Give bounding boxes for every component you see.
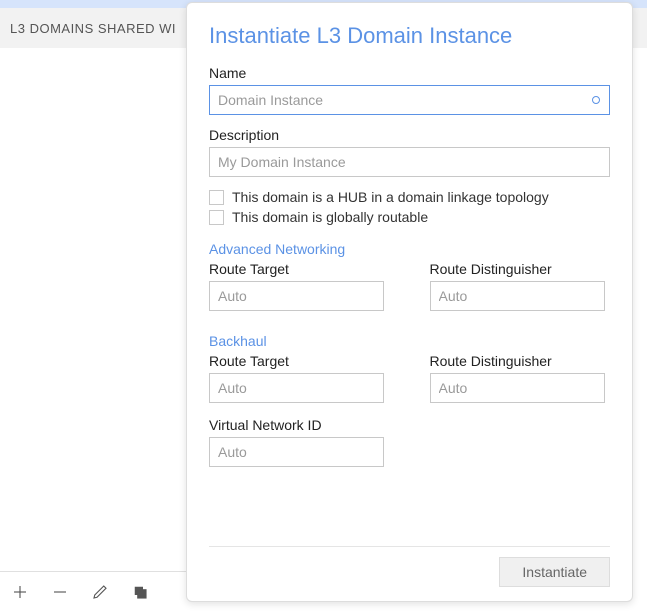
vnid-block: Virtual Network ID	[209, 417, 610, 467]
edit-icon[interactable]	[90, 582, 110, 602]
adv-route-target-input[interactable]	[209, 281, 384, 311]
checkbox-routable[interactable]	[209, 210, 224, 225]
description-input-wrap	[209, 147, 610, 177]
bh-route-distinguisher-input[interactable]	[430, 373, 605, 403]
description-input[interactable]	[209, 147, 610, 177]
backhaul-row: Route Target Route Distinguisher	[209, 353, 610, 413]
modal-footer: Instantiate	[209, 546, 610, 601]
checkbox-routable-label: This domain is globally routable	[232, 209, 428, 225]
adv-route-target-label: Route Target	[209, 261, 390, 277]
description-label: Description	[209, 127, 610, 143]
bh-route-distinguisher-col: Route Distinguisher	[430, 353, 611, 413]
adv-route-distinguisher-input[interactable]	[430, 281, 605, 311]
checkbox-routable-row[interactable]: This domain is globally routable	[209, 209, 610, 225]
vnid-input[interactable]	[209, 437, 384, 467]
instantiate-button[interactable]: Instantiate	[499, 557, 610, 587]
bh-route-target-input[interactable]	[209, 373, 384, 403]
adv-route-target-col: Route Target	[209, 261, 390, 321]
bh-route-target-label: Route Target	[209, 353, 390, 369]
checkbox-hub-row[interactable]: This domain is a HUB in a domain linkage…	[209, 189, 610, 205]
adv-route-distinguisher-label: Route Distinguisher	[430, 261, 611, 277]
name-input-wrap	[209, 85, 610, 115]
bh-route-distinguisher-label: Route Distinguisher	[430, 353, 611, 369]
adv-route-distinguisher-col: Route Distinguisher	[430, 261, 611, 321]
bottom-toolbar	[0, 571, 186, 611]
advanced-networking-row: Route Target Route Distinguisher	[209, 261, 610, 321]
modal-title: Instantiate L3 Domain Instance	[209, 23, 610, 49]
backhaul-heading: Backhaul	[209, 333, 610, 349]
bh-route-target-col: Route Target	[209, 353, 390, 413]
instantiate-modal: Instantiate L3 Domain Instance Name Desc…	[186, 2, 633, 602]
required-indicator-icon	[592, 96, 600, 104]
checkbox-hub[interactable]	[209, 190, 224, 205]
name-label: Name	[209, 65, 610, 81]
name-input[interactable]	[209, 85, 610, 115]
duplicate-icon[interactable]	[130, 582, 150, 602]
advanced-networking-heading: Advanced Networking	[209, 241, 610, 257]
background-panel-title: L3 DOMAINS SHARED WI	[10, 21, 176, 36]
vnid-label: Virtual Network ID	[209, 417, 610, 433]
remove-icon[interactable]	[50, 582, 70, 602]
checkbox-hub-label: This domain is a HUB in a domain linkage…	[232, 189, 549, 205]
add-icon[interactable]	[10, 582, 30, 602]
